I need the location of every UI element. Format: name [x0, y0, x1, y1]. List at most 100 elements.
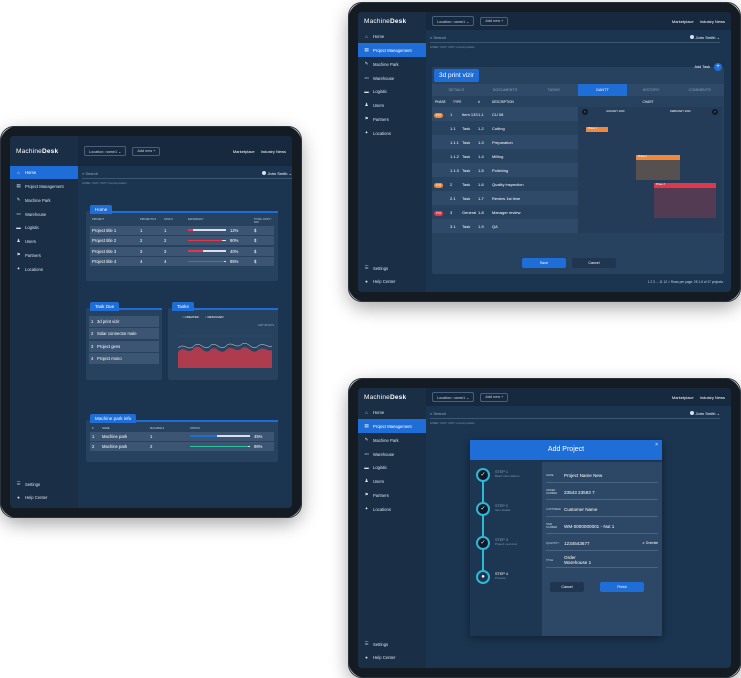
form-field[interactable]: QUANTITY 1234543677 ✔ Override — [546, 536, 658, 551]
sidebar-item-warehouse[interactable]: ▭ Warehouse — [16, 211, 47, 217]
step-3[interactable]: ✓ STEP 3 Project overview — [476, 536, 517, 550]
user-menu[interactable]: John Smith ⌄ — [690, 411, 720, 416]
marketplace-link[interactable]: Marketplace — [671, 394, 694, 400]
step-1[interactable]: ✓ STEP 1 Basic informations — [476, 468, 520, 482]
tab-comments[interactable]: COMMENTS — [688, 88, 711, 92]
tab-tasks[interactable]: TASKS — [547, 88, 560, 92]
tab-gantt[interactable]: GANTT — [578, 84, 627, 96]
table-row[interactable]: 2 Machine park 2 96% — [90, 442, 274, 451]
table-row[interactable]: Project title 1 1 1 12% $ — [90, 225, 274, 235]
save-button[interactable]: Save — [522, 258, 566, 268]
industry-news-link[interactable]: Industry News — [699, 18, 725, 24]
step-4[interactable]: ● STEP 4 Preview — [476, 570, 508, 584]
table-row[interactable]: 1.1.3 Task 1-5 Polishing — [432, 163, 578, 177]
sidebar-item-project-management[interactable]: ▤ Project Management — [358, 43, 426, 57]
sidebar-item-machine-park[interactable]: ✎ Machine Park — [364, 437, 399, 443]
sidebar-item-partners[interactable]: ⚑ Partners — [16, 252, 41, 258]
sidebar-item-settings[interactable]: ☰ Settings — [16, 481, 41, 487]
form-field[interactable]: CUSTOMER Customer Name — [546, 502, 658, 517]
industry-news-link[interactable]: Industry News — [699, 394, 725, 400]
tab-history[interactable]: HISTORY — [642, 88, 660, 92]
industry-news-link[interactable]: Industry News — [260, 148, 286, 154]
finish-button[interactable]: Finish — [600, 582, 644, 592]
table-row[interactable]: Project title 3 3 3 40% $ — [90, 246, 274, 256]
form-field[interactable]: NAME Project Name New — [546, 468, 658, 483]
sidebar-item-home[interactable]: ⌂ Home — [365, 410, 385, 415]
sidebar-item-help[interactable]: ● Help Center — [365, 279, 396, 284]
add-new-button[interactable]: Add new + — [132, 146, 161, 156]
sidebar-item-home[interactable]: ⌂ Home — [365, 34, 385, 39]
sidebar-item-locations[interactable]: ✦ Locations — [364, 506, 391, 512]
sidebar-item-project-management[interactable]: ▤ Project Management — [16, 183, 64, 189]
sidebar-item-users[interactable]: ♟ Users — [16, 238, 36, 244]
sidebar-item-help[interactable]: ● Help Center — [365, 655, 396, 660]
table-row[interactable]: PH1 1 Item 133 1-1 CU 08 — [432, 107, 578, 121]
sidebar-item-locations[interactable]: ✦ Locations — [364, 130, 391, 136]
marketplace-link[interactable]: Marketplace — [671, 18, 694, 24]
phase-1-bar[interactable]: Phase 1 — [586, 127, 608, 132]
table-row[interactable]: Project title 2 2 2 90% $ — [90, 236, 274, 245]
legend-resolved[interactable]: ● RESOLVED — [204, 315, 224, 319]
table-row[interactable]: PH2 2 Task 1-6 Quality inspection — [434, 181, 524, 188]
form-field[interactable]: TITLE Order Warehouse 1 — [546, 553, 658, 568]
sidebar-item-warehouse[interactable]: ▭ Warehouse — [364, 451, 395, 457]
add-new-button[interactable]: Add new + — [480, 392, 509, 402]
search-input[interactable]: ⌕ Search John Smith ⌄ — [82, 169, 292, 179]
add-new-button[interactable]: Add new + — [480, 16, 509, 26]
sidebar-item-partners[interactable]: ⚑ Partners — [364, 492, 389, 498]
pagination[interactable]: 1 2 3 ... 11 12 > Rows per page: 25 1-5 … — [647, 280, 723, 284]
table-row[interactable]: 2.1 Task 1-7 Review 1st time — [432, 191, 578, 205]
close-icon[interactable]: × — [655, 442, 658, 448]
list-item[interactable]: 4 Project mono — [89, 353, 159, 364]
sidebar-item-settings[interactable]: ☰ Settings — [364, 641, 389, 647]
table-row[interactable]: Project title 4 4 4 95% $ — [90, 257, 274, 266]
sidebar-item-warehouse[interactable]: ▭ Warehouse — [364, 75, 395, 81]
sidebar-item-project-management[interactable]: ▤ Project Management — [358, 419, 426, 433]
tab-documents[interactable]: DOCUMENTS — [492, 88, 518, 92]
add-task-link[interactable]: Add Task — [694, 65, 710, 69]
form-field[interactable]: ITEM NUMBER WM-0000000001 - Nut 1 — [546, 519, 658, 534]
tab-details[interactable]: DETAILS — [448, 88, 465, 92]
cancel-button[interactable]: Cancel — [550, 582, 584, 592]
table-row[interactable]: 3.1 Task 1-9 QA — [432, 219, 578, 233]
sidebar-item-machine-park[interactable]: ✎ Machine Park — [364, 61, 399, 67]
sidebar-item-partners[interactable]: ⚑ Partners — [364, 116, 389, 122]
add-task-button[interactable]: + — [714, 63, 722, 71]
phase-2-bar[interactable]: Phase 2 — [636, 155, 680, 160]
search-input[interactable]: ⌕ Search John Smith ⌄ — [430, 33, 720, 43]
search-input[interactable]: ⌕ Search John Smith ⌄ — [430, 409, 720, 419]
cancel-button[interactable]: Cancel — [572, 258, 616, 268]
sidebar-item-machine-park[interactable]: ✎ Machine Park — [16, 197, 51, 203]
legend-created[interactable]: ○ CREATED — [182, 315, 199, 319]
table-row[interactable]: 1.1 Task 1-2 Cutting — [450, 125, 505, 131]
list-item[interactable]: 2 Solar connector male — [89, 328, 159, 339]
table-row[interactable]: 1 Machine park 1 45% — [90, 431, 274, 441]
step-2[interactable]: ✓ STEP 2 Item details — [476, 502, 510, 516]
location-select[interactable]: Location: name1 ⌄ — [84, 146, 127, 156]
list-item[interactable]: 1 3d print vizir — [89, 315, 159, 327]
sidebar-item-users[interactable]: ♟ Users — [364, 102, 384, 108]
sidebar-item-logistic[interactable]: ▬ Logistic — [364, 89, 388, 94]
chart-prev-button[interactable]: ‹ — [582, 109, 588, 115]
phase-3-bar[interactable]: Phase 3 — [654, 183, 716, 188]
sidebar-item-help[interactable]: ● Help Center — [17, 495, 48, 500]
chart-next-button[interactable]: › — [712, 109, 718, 115]
marketplace-link[interactable]: Marketplace — [232, 148, 255, 154]
sidebar-item-locations[interactable]: ✦ Locations — [16, 266, 43, 272]
user-menu[interactable]: John Smith ⌄ — [690, 35, 720, 40]
table-row[interactable]: PH3 3 General 1-8 Manager review — [434, 209, 521, 216]
sidebar-item-logistic[interactable]: ▬ Logistic — [16, 225, 40, 230]
sidebar-item-settings[interactable]: ☰ Settings — [364, 265, 389, 271]
sidebar-item-users[interactable]: ♟ Users — [364, 478, 384, 484]
location-select[interactable]: Location: name1 ⌄ — [432, 16, 475, 26]
table-row[interactable]: 1.1.2 Task 1-4 Milling — [450, 153, 504, 159]
list-item[interactable]: 3 Project gens — [89, 340, 159, 352]
sidebar-item-logistic[interactable]: ▬ Logistic — [364, 465, 388, 470]
override-checkbox[interactable]: ✔ Override — [642, 541, 658, 545]
form-field[interactable]: ORDER NUMBER 23543 23583 7 — [546, 485, 658, 500]
sidebar-item-home[interactable]: ⌂ Home — [10, 166, 78, 179]
location-select[interactable]: Location: name1 ⌄ — [432, 392, 475, 402]
table-row[interactable]: 1.1.1 Task 1-3 Preparation — [432, 135, 578, 149]
user-menu[interactable]: John Smith ⌄ — [262, 171, 292, 176]
dashboard-screen: MachineDesk ⌂ Home ▤ Project Management ✎ Mac… — [10, 136, 292, 508]
